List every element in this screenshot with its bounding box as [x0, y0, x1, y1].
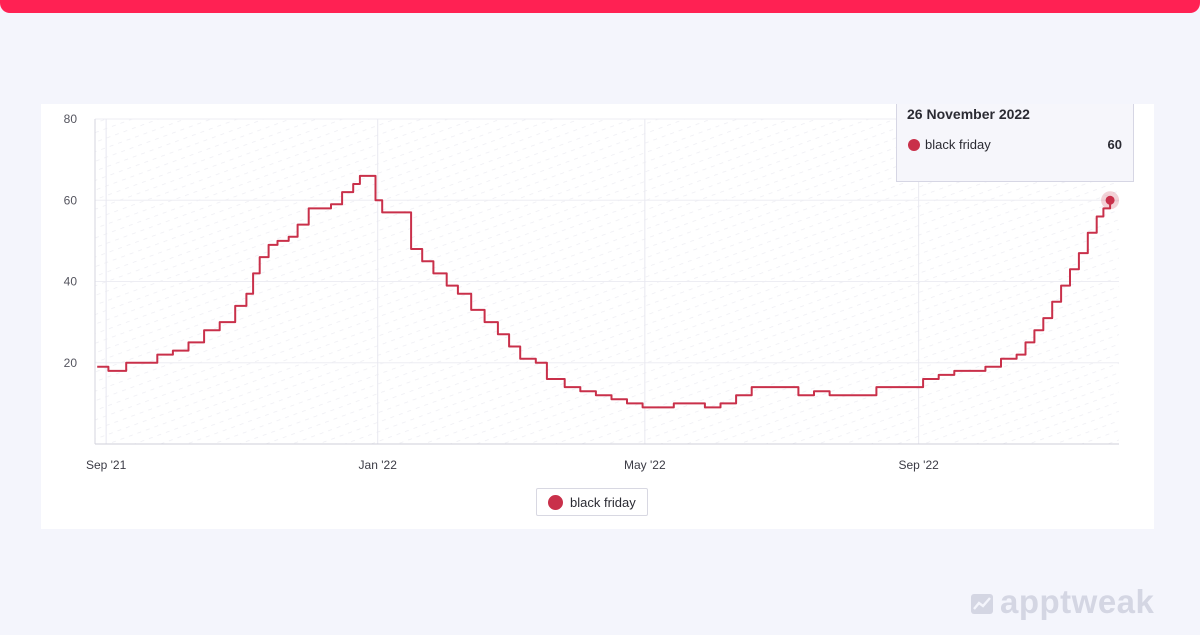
chart-logo-icon	[971, 594, 993, 614]
tooltip-series-label: black friday	[925, 137, 991, 152]
x-tick-label: Sep '22	[898, 458, 939, 472]
x-tick-label: May '22	[624, 458, 666, 472]
x-tick-label: Sep '21	[86, 458, 127, 472]
brand-name: apptweak	[1000, 583, 1155, 620]
y-tick-label: 80	[64, 112, 78, 126]
y-tick-label: 60	[64, 193, 78, 207]
legend-label: black friday	[570, 495, 636, 510]
y-tick-label: 20	[64, 356, 78, 370]
apptweak-logo: apptweak	[970, 583, 1175, 624]
x-tick-label: Jan '22	[359, 458, 398, 472]
y-tick-label: 40	[64, 275, 78, 289]
hover-data-point	[1105, 195, 1115, 205]
tooltip-date: 26 November 2022	[907, 106, 1030, 122]
tooltip-series-dot	[908, 139, 920, 151]
tooltip-value: 60	[1107, 137, 1122, 152]
legend-item-black-friday[interactable]: black friday	[536, 488, 648, 516]
series-line-black-friday	[97, 174, 1112, 409]
chart-tooltip: 26 November 2022 black friday 60	[896, 104, 1134, 182]
legend-dot	[548, 495, 563, 510]
top-accent-bar	[0, 0, 1200, 13]
